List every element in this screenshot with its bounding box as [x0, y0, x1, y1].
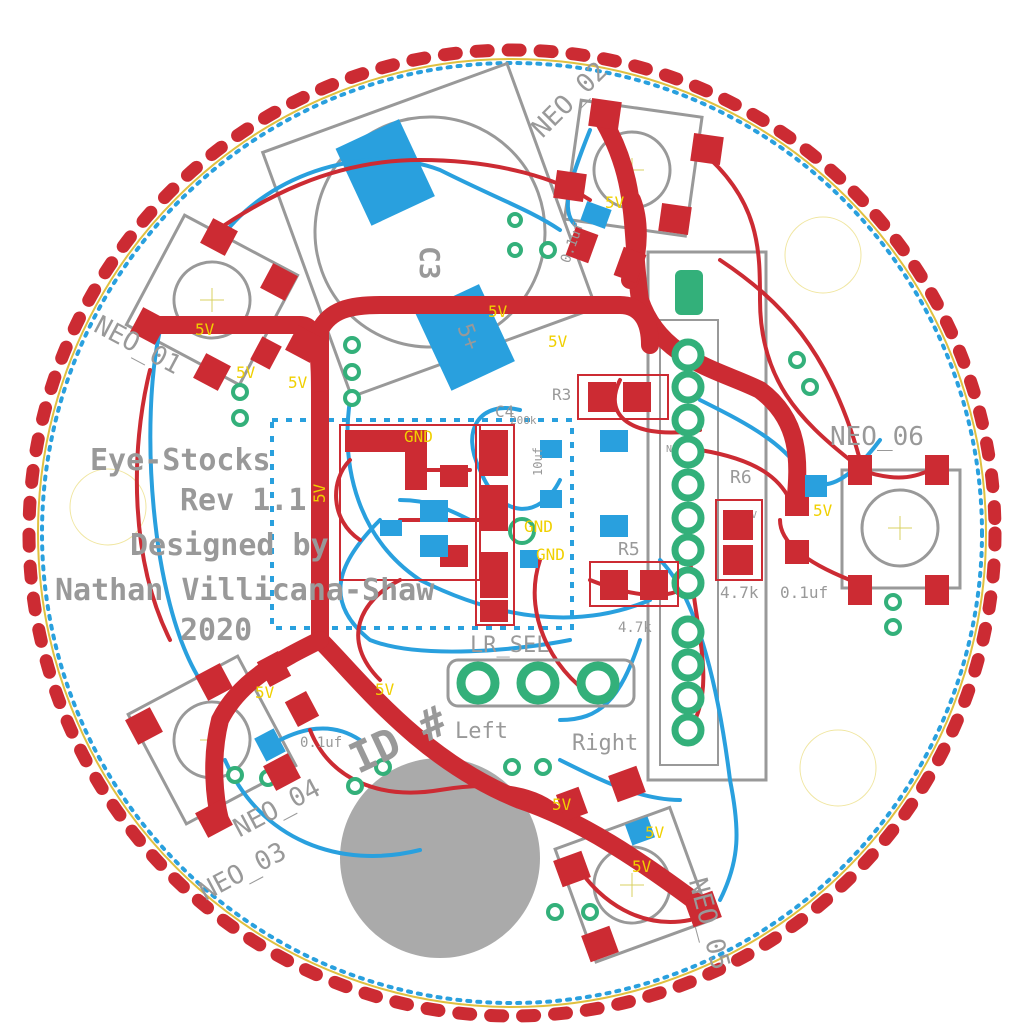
title-line-1: Eye-Stocks — [90, 443, 271, 478]
r5-label: R5 — [618, 539, 640, 560]
net-5v: 5V — [236, 363, 256, 382]
neo-06-footprint — [840, 468, 962, 590]
net-labels: 5V 5V 5V 5V 5V 5V 5V 5V 5V 5V 5V 5V GND … — [195, 193, 833, 876]
lr-sel-jumper[interactable] — [446, 658, 636, 708]
net-5v: 5V — [645, 823, 665, 842]
power-led — [675, 270, 703, 315]
r6-value: 4.7k — [720, 583, 759, 602]
component-boxes — [339, 374, 763, 626]
header-pins[interactable] — [671, 338, 705, 747]
battery-pad — [340, 758, 540, 958]
header-outline — [646, 250, 768, 782]
vias — [226, 212, 902, 921]
net-5v: 5V — [632, 857, 652, 876]
c4-200k: 200k — [510, 414, 537, 427]
net-gnd: GND — [404, 427, 433, 446]
ground-ring-top — [22, 43, 1002, 1023]
r6-label: R6 — [730, 467, 752, 488]
net-5v: 5V — [195, 320, 215, 339]
title-line-2: Rev 1.1 — [180, 483, 306, 518]
bottom-pad — [335, 119, 435, 226]
silk-title: Eye-Stocks Rev 1.1 Designed by Nathan Vi… — [55, 443, 435, 648]
bottom-smd-pads — [254, 201, 827, 846]
right-label: Right — [572, 731, 638, 756]
r5-value: 4.7k — [618, 620, 652, 636]
mount-hole — [69, 468, 147, 546]
ground-ring-bottom — [40, 61, 984, 1005]
title-line-5: 2020 — [180, 613, 252, 648]
title-line-4: Nathan Villicana-Shaw — [55, 573, 435, 608]
net-5v: 5V — [375, 680, 395, 699]
cap-value-neo03: 0.1uf — [300, 735, 342, 751]
net-5v: 5V — [310, 483, 329, 503]
ground-plane-outline — [270, 418, 574, 630]
mount-hole — [799, 729, 877, 807]
board-edge — [37, 58, 987, 1008]
cap-value-neo06: 0.1uf — [780, 583, 828, 602]
title-line-3: Designed by — [130, 528, 329, 563]
mount-hole — [784, 216, 862, 294]
net-5v: 5V — [255, 683, 275, 702]
neo-03-label: NEO_03 — [194, 837, 291, 908]
net-5v: 5V — [548, 332, 568, 351]
net-5v: 5V — [813, 501, 833, 520]
c4-label: C4 — [495, 402, 514, 421]
r3-label: R3 — [552, 385, 571, 404]
net-5v: 5V — [605, 193, 625, 212]
neo-05-label: NEO_05 — [682, 875, 735, 973]
header-inner — [659, 319, 719, 766]
c3-label: C3 — [413, 246, 446, 280]
left-label: Left — [455, 719, 508, 744]
smd-pads — [125, 98, 949, 963]
net-gnd: GND — [536, 545, 565, 564]
net-5v: 5V — [288, 373, 308, 392]
net-gnd: GND — [524, 517, 553, 536]
net-5v: 5V — [552, 795, 572, 814]
lr-sel-label: LR_SEL — [470, 633, 549, 658]
net-5v: 5V — [488, 302, 508, 321]
cap-10uf: 10uf — [531, 447, 545, 476]
neo-06-label: NEO_06 — [830, 422, 924, 452]
